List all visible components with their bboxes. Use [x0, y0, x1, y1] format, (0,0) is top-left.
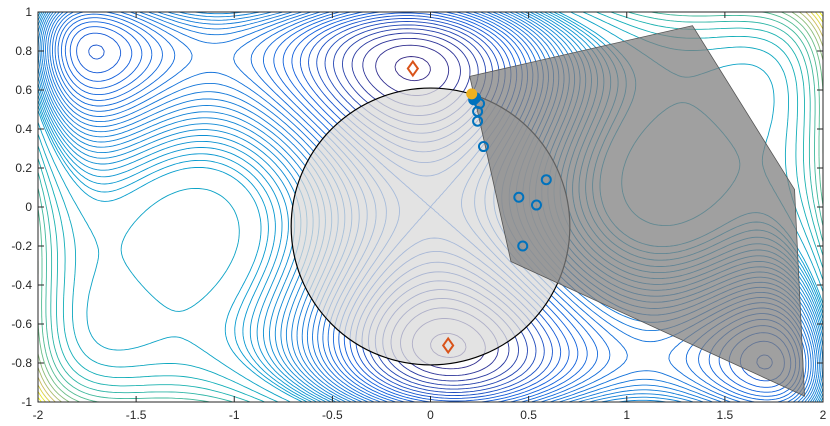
x-tick-label: 0.5 [520, 408, 537, 422]
y-tick-label: 0.8 [15, 44, 32, 58]
y-tick-label: 1 [25, 5, 32, 19]
circle-marker [477, 141, 489, 153]
x-tick-label: 0 [427, 408, 434, 422]
x-tick-label: -0.5 [322, 408, 343, 422]
circle-marker [466, 88, 478, 100]
circle-marker [540, 174, 552, 186]
contour-line [38, 12, 823, 402]
circle-marker [530, 199, 542, 211]
contour-line [38, 12, 823, 402]
x-tick-label: -2 [33, 408, 44, 422]
x-tick-label: -1.5 [126, 408, 147, 422]
y-tick-label: -0.6 [11, 317, 32, 331]
y-tick-label: 0.4 [15, 122, 32, 136]
diamond-marker [441, 336, 455, 355]
region-polygon [469, 25, 805, 397]
contour-line [38, 12, 823, 402]
diamond-marker [406, 59, 420, 78]
overlay-layer [290, 25, 805, 397]
x-tick-label: 1 [623, 408, 630, 422]
x-tick-label: 1.5 [717, 408, 734, 422]
y-tick-label: -0.8 [11, 356, 32, 370]
y-tick-label: -0.4 [11, 278, 32, 292]
y-tick-label: 0.2 [15, 161, 32, 175]
circle-marker [513, 191, 525, 203]
y-tick-label: 0 [25, 200, 32, 214]
circle-marker [517, 240, 529, 252]
contour-line [38, 12, 823, 402]
contour-line [38, 12, 823, 402]
contour-line [38, 12, 823, 402]
contour-line [38, 12, 823, 402]
x-tick-label: 2 [820, 408, 827, 422]
y-tick-label: -0.2 [11, 239, 32, 253]
axes: -2 -1.5 -1 -0.5 0 0.5 1 1.5 2 -1 -0.8 -0.6 -0.4 -0.2 0… [11, 5, 826, 422]
y-tick-label: -1 [21, 395, 32, 409]
x-tick-label: -1 [229, 408, 240, 422]
contour-line [38, 12, 823, 402]
y-tick-label: 0.6 [15, 83, 32, 97]
